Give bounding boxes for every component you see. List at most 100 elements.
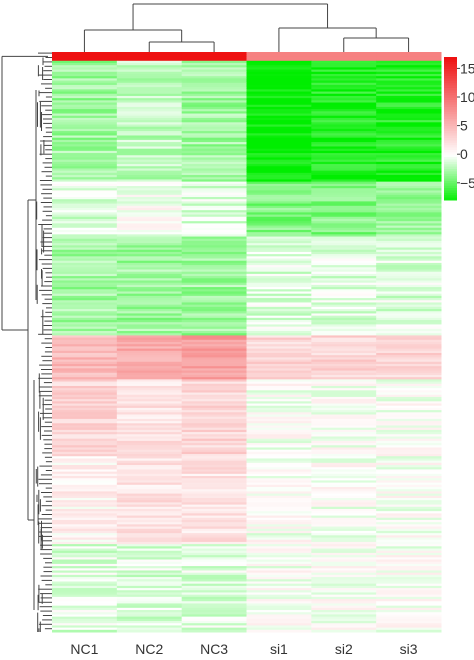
legend-color-swatch [444, 152, 457, 156]
heatmap-cell [311, 610, 377, 613]
heatmap-cell [116, 530, 183, 534]
heatmap-cell [116, 506, 183, 510]
heatmap-cell [181, 552, 247, 556]
heatmap-cell [52, 410, 118, 413]
legend-color-swatch [444, 147, 457, 151]
heatmap-cell [246, 150, 312, 154]
heatmap-cell [246, 541, 312, 545]
heatmap-cell [52, 298, 118, 301]
heatmap-cell [311, 109, 377, 112]
heatmap-cell [116, 188, 183, 191]
heatmap-cell [181, 487, 247, 490]
heatmap-cell [181, 291, 247, 295]
heatmap-cell [246, 273, 312, 277]
legend-color-swatch [444, 192, 457, 196]
heatmap-cell [52, 172, 118, 176]
heatmap-cell [181, 596, 247, 600]
heatmap-cell [116, 489, 183, 492]
heatmap-cell [246, 594, 312, 598]
heatmap-cell [116, 348, 183, 352]
heatmap-cell [246, 493, 312, 497]
heatmap-cell [311, 495, 377, 499]
heatmap-cell [52, 73, 118, 77]
heatmap-cell [311, 311, 377, 314]
heatmap-cell [311, 328, 377, 332]
heatmap-cell [181, 363, 247, 367]
heatmap-cell [376, 273, 442, 277]
heatmap-cell [181, 194, 247, 198]
heatmap-cell [311, 493, 377, 497]
heatmap-cell [376, 155, 442, 158]
heatmap-cell [246, 557, 312, 560]
heatmap-cell [116, 150, 183, 154]
legend-color-swatch [444, 157, 457, 160]
heatmap-cell [116, 177, 183, 180]
heatmap-cell [376, 603, 442, 607]
heatmap-cell [376, 133, 442, 136]
heatmap-cell [311, 396, 377, 400]
heatmap-cell [116, 519, 183, 523]
heatmap-cell [246, 383, 312, 387]
heatmap-cell [181, 276, 247, 279]
heatmap-cell [52, 487, 118, 490]
heatmap-cell [52, 177, 118, 180]
heatmap-cell [181, 179, 247, 183]
heatmap-cell [52, 469, 118, 473]
legend-color-swatch [444, 99, 457, 103]
heatmap-cell [116, 161, 183, 165]
heatmap-cell [52, 579, 118, 582]
heatmap-cell [181, 170, 247, 174]
heatmap-cell [311, 298, 377, 301]
heatmap-cell [311, 390, 377, 394]
heatmap-cell [116, 385, 183, 389]
heatmap-cell [376, 186, 442, 189]
heatmap-cell [311, 322, 377, 325]
heatmap-cell [116, 328, 183, 332]
heatmap-cell [376, 434, 442, 437]
heatmap-cell [246, 260, 312, 264]
heatmap-cell [116, 418, 183, 422]
heatmap-cell [376, 317, 442, 321]
heatmap-cell [181, 515, 247, 519]
heatmap-cell [311, 403, 377, 407]
heatmap-cell [376, 379, 442, 383]
heatmap-cell [376, 432, 442, 435]
heatmap-cell [181, 216, 247, 220]
heatmap-cell [52, 287, 118, 290]
heatmap-cell [181, 183, 247, 187]
heatmap-cell [246, 192, 312, 196]
heatmap-cell [181, 537, 247, 541]
heatmap-cell [52, 300, 118, 303]
heatmap-cell [116, 207, 183, 211]
heatmap-cell [246, 427, 312, 431]
heatmap-cell [246, 471, 312, 475]
heatmap-cell [246, 491, 312, 495]
heatmap-cell [376, 124, 442, 128]
heatmap-cell [246, 60, 312, 64]
heatmap-cell [181, 104, 247, 108]
heatmap-cell [181, 533, 247, 536]
heatmap-cell [246, 326, 312, 330]
heatmap-cell [246, 271, 312, 275]
heatmap-cell [116, 313, 183, 317]
heatmap-cell [181, 155, 247, 158]
heatmap-cell [181, 539, 247, 543]
heatmap-cell [246, 161, 312, 165]
heatmap-cell [376, 421, 442, 424]
heatmap-cell [52, 447, 118, 451]
heatmap-cell [376, 363, 442, 367]
heatmap-cell [181, 621, 247, 624]
heatmap-cell [116, 306, 183, 310]
heatmap-cell [116, 396, 183, 400]
heatmap-cell [246, 550, 312, 554]
heatmap-cell [376, 93, 442, 97]
heatmap-cell [311, 137, 377, 141]
heatmap-cell [246, 168, 312, 172]
heatmap-cell [376, 203, 442, 207]
heatmap-cell [181, 383, 247, 387]
heatmap-cell [376, 491, 442, 495]
heatmap-cell [311, 54, 377, 57]
heatmap-cell [52, 456, 118, 459]
heatmap-cell [246, 517, 312, 521]
heatmap-cell [376, 497, 442, 501]
